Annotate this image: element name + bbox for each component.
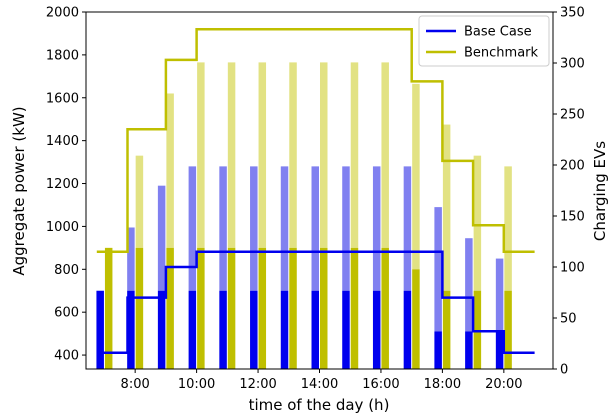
x-tick-label: 12:00	[239, 377, 276, 392]
bar-benchmark	[442, 290, 451, 369]
bar-base-case	[280, 290, 289, 369]
bar-benchmark	[135, 247, 144, 369]
bar-base-case	[311, 290, 319, 369]
legend-box	[418, 15, 550, 67]
bar-base-case	[250, 290, 258, 369]
line-benchmark-evs	[96, 28, 535, 253]
x-tick-label: 8:00	[121, 377, 150, 392]
bar-base-case	[188, 290, 197, 369]
bar-base-case-projected	[157, 185, 166, 291]
bar-base-case-projected	[127, 227, 135, 291]
bar-base-case	[219, 290, 227, 369]
bar-benchmark-projected	[197, 62, 205, 248]
bar-base-case-projected	[188, 166, 197, 291]
legend-label-benchmark: Benchmark	[464, 46, 539, 61]
bar-base-case-projected	[465, 238, 473, 332]
x-tick-label: 16:00	[362, 377, 399, 392]
y-right-tick-label: 100	[560, 261, 585, 276]
y-left-tick-label: 800	[54, 263, 79, 278]
bar-benchmark-projected	[166, 93, 174, 248]
bar-base-case	[342, 290, 350, 369]
y-right-tick-label: 300	[560, 57, 585, 72]
bar-base-case-projected	[219, 166, 227, 291]
bar-benchmark	[504, 290, 512, 369]
y-right-tick-label: 0	[560, 363, 568, 378]
y-right-tick-label: 150	[560, 210, 585, 225]
bar-benchmark-projected	[350, 62, 359, 248]
y-right-tick-label: 250	[560, 108, 585, 123]
bar-benchmark	[197, 247, 205, 369]
legend: Base Case Benchmark	[418, 15, 550, 67]
bar-benchmark-projected	[258, 62, 267, 248]
x-tick-label: 10:00	[178, 377, 215, 392]
ticks-layer: 8:00 10:00 12:00 14:00 16:00 18:00 20:00 400 600…	[46, 6, 585, 393]
bar-benchmark	[166, 247, 174, 369]
y-right-tick-label: 200	[560, 159, 585, 174]
bar-benchmark	[381, 247, 389, 369]
bar-base-case-projected	[311, 166, 319, 291]
bar-base-case	[495, 331, 504, 369]
bar-base-case-projected	[250, 166, 258, 291]
y-axis-left-title: Aggregate power (kW)	[10, 106, 28, 275]
bar-base-case	[127, 290, 135, 369]
bar-base-case	[465, 331, 473, 369]
bar-benchmark-projected	[473, 155, 482, 291]
bar-benchmark	[350, 247, 359, 369]
y-left-tick-label: 400	[54, 349, 79, 364]
bar-benchmark-projected	[412, 83, 420, 270]
line-base-case-evs	[96, 250, 535, 354]
bar-base-case	[372, 290, 381, 369]
bar-benchmark-projected	[320, 62, 328, 248]
bar-base-case-projected	[342, 166, 350, 291]
bar-base-case-projected	[280, 166, 289, 291]
x-tick-label: 18:00	[424, 377, 461, 392]
bar-base-case	[403, 290, 412, 369]
bar-base-case	[157, 290, 166, 369]
y-left-tick-label: 600	[54, 306, 79, 321]
bar-benchmark	[412, 269, 420, 369]
y-left-tick-label: 2000	[46, 6, 79, 21]
y-right-tick-label: 50	[560, 312, 577, 327]
bar-base-case-projected	[434, 207, 442, 332]
y-left-tick-label: 1000	[46, 220, 79, 235]
y-axis-right-title: Charging EVs	[591, 141, 609, 241]
bar-benchmark-projected	[227, 62, 236, 248]
bar-benchmark	[473, 290, 482, 369]
bar-base-case-projected	[403, 166, 412, 291]
x-tick-label: 20:00	[485, 377, 522, 392]
x-axis-title: time of the day (h)	[249, 396, 390, 414]
x-tick-label: 14:00	[301, 377, 338, 392]
y-left-tick-label: 1600	[46, 91, 79, 106]
bar-benchmark-projected	[135, 155, 144, 248]
bar-benchmark	[320, 247, 328, 369]
bar-benchmark	[258, 247, 267, 369]
bar-benchmark-projected	[442, 124, 451, 291]
bar-base-case-projected	[372, 166, 381, 291]
bar-benchmark-projected	[289, 62, 297, 248]
y-left-tick-label: 1800	[46, 48, 79, 63]
bar-base-case	[434, 331, 442, 369]
y-left-tick-label: 1400	[46, 134, 79, 149]
legend-label-base: Base Case	[464, 25, 532, 40]
bar-base-case-projected	[495, 258, 504, 332]
bar-benchmark	[227, 247, 236, 369]
bars-layer	[96, 62, 512, 369]
bar-benchmark	[289, 247, 297, 369]
bar-benchmark	[104, 247, 113, 369]
y-left-tick-label: 1200	[46, 177, 79, 192]
lines-layer	[96, 28, 535, 354]
bar-base-case	[96, 290, 104, 369]
y-right-tick-label: 350	[560, 6, 585, 21]
bar-benchmark-projected	[381, 62, 389, 248]
bar-benchmark-projected	[504, 166, 512, 291]
